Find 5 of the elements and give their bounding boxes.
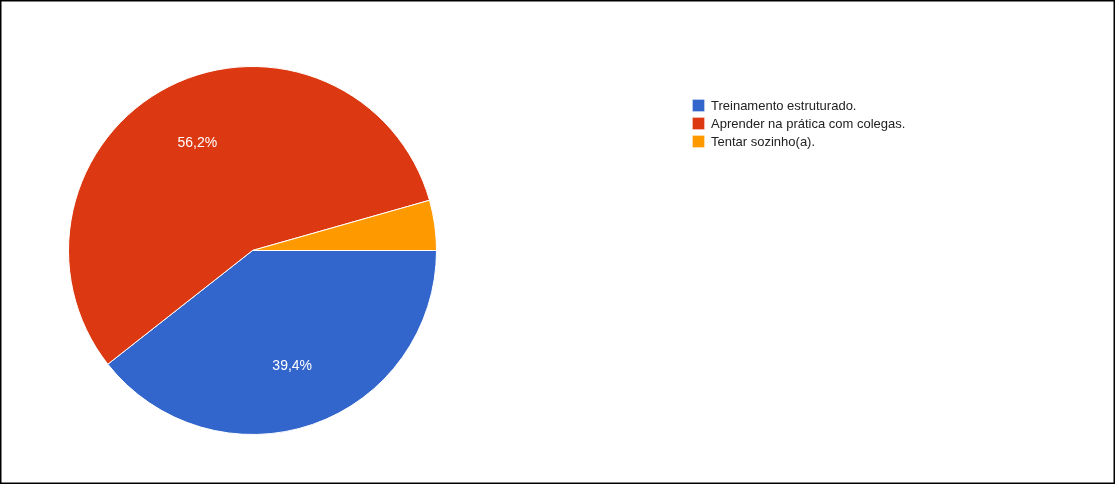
legend-label: Treinamento estruturado. [711, 97, 857, 113]
legend-label: Tentar sozinho(a). [711, 133, 816, 149]
legend-label: Aprender na prática com colegas. [711, 115, 906, 131]
data-label: 39,4% [272, 357, 313, 374]
data-label: 56,2% [177, 134, 218, 151]
